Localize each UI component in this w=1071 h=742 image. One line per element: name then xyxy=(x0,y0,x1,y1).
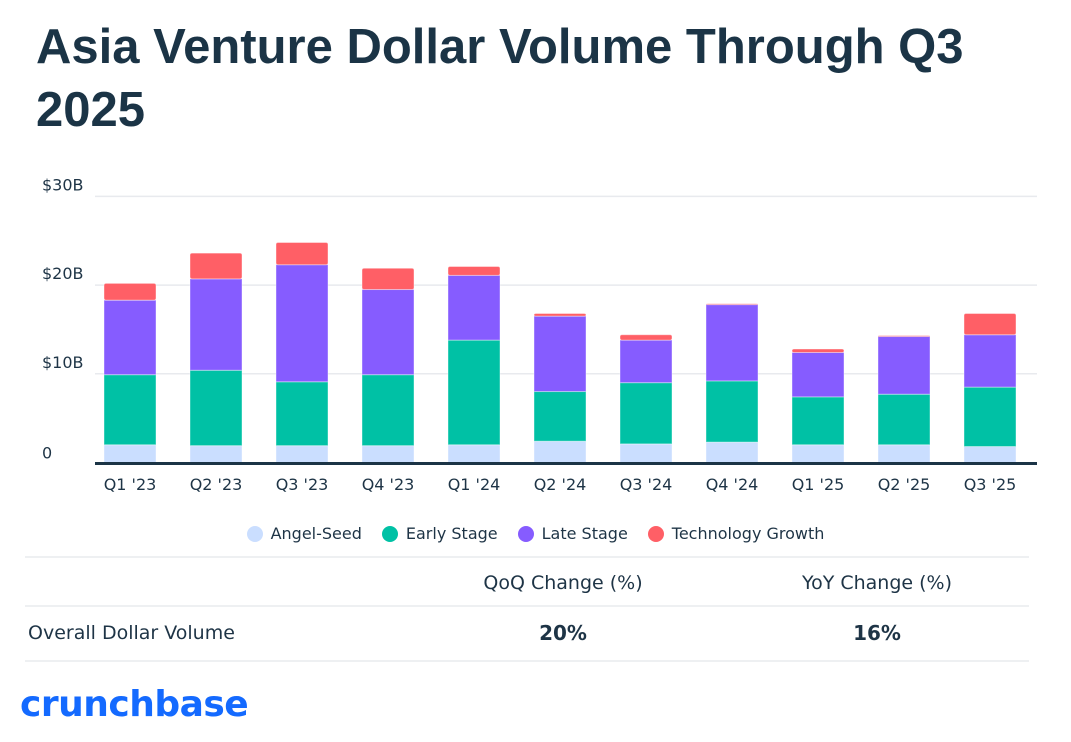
divider xyxy=(25,660,1029,662)
bar-segment-late-stage xyxy=(705,304,759,382)
legend-item: Technology Growth xyxy=(647,524,825,543)
bar-segment-technology-growth xyxy=(189,252,243,280)
bar-segment-early-stage xyxy=(877,393,931,446)
legend-swatch xyxy=(517,525,534,542)
legend-label: Early Stage xyxy=(405,524,498,543)
bar-segment-angel-seed xyxy=(275,445,329,464)
bar-segment-technology-growth xyxy=(791,348,845,354)
bar-segment-early-stage xyxy=(619,382,673,445)
legend-item: Late Stage xyxy=(517,524,628,543)
bar-segment-technology-growth xyxy=(361,267,415,291)
bar-segment-late-stage xyxy=(877,336,931,395)
bar-segment-late-stage xyxy=(963,334,1017,388)
bar-segment-technology-growth xyxy=(275,242,329,266)
legend-item: Angel-Seed xyxy=(246,524,362,543)
bar-segment-late-stage xyxy=(361,289,415,376)
bar-segment-early-stage xyxy=(447,339,501,446)
y-tick-label: $20B xyxy=(42,264,84,283)
bar-segment-angel-seed xyxy=(447,444,501,464)
legend-swatch xyxy=(647,525,664,542)
y-tick-label: 0 xyxy=(42,444,52,463)
bar-segment-angel-seed xyxy=(791,444,845,464)
bar-segment-early-stage xyxy=(791,396,845,446)
bar-segment-technology-growth xyxy=(963,312,1017,336)
legend-label: Technology Growth xyxy=(671,524,825,543)
bar-segment-angel-seed xyxy=(189,445,243,464)
legend-item: Early Stage xyxy=(381,524,498,543)
bar-segment-angel-seed xyxy=(361,445,415,464)
bar-segment-early-stage xyxy=(963,386,1017,448)
x-tick-label: Q4 '24 xyxy=(706,475,759,494)
bar-segment-technology-growth xyxy=(533,312,587,317)
bar-segment-technology-growth xyxy=(877,335,931,338)
x-tick-label: Q3 '25 xyxy=(964,475,1017,494)
yoy-value: 16% xyxy=(853,621,901,645)
bar-segment-early-stage xyxy=(533,391,587,442)
bar-segment-technology-growth xyxy=(619,334,673,341)
legend: Angel-Seed Early Stage Late Stage Technolog… xyxy=(0,524,1071,543)
bar-segment-technology-growth xyxy=(103,282,157,301)
x-tick-label: Q2 '25 xyxy=(878,475,931,494)
bar-segment-angel-seed xyxy=(103,444,157,464)
legend-swatch xyxy=(246,525,263,542)
bar-segment-late-stage xyxy=(447,274,501,341)
stacked-bar-chart: 0 $10B $20B $30B Q1 '23 Q2 '23 Q3 '23 Q4 '23 Q1 … xyxy=(42,175,1037,494)
row-label: Overall Dollar Volume xyxy=(28,622,235,644)
bar-segment-late-stage xyxy=(189,278,243,371)
bar-segment-angel-seed xyxy=(963,446,1017,463)
bar-segment-late-stage xyxy=(275,264,329,383)
divider xyxy=(25,605,1029,607)
bar-segment-angel-seed xyxy=(877,444,931,464)
divider xyxy=(25,556,1029,558)
bar-segment-angel-seed xyxy=(533,440,587,464)
x-tick-label: Q2 '23 xyxy=(190,475,243,494)
y-tick-label: $30B xyxy=(42,175,84,194)
bar-segment-early-stage xyxy=(189,369,243,447)
bar-segment-early-stage xyxy=(275,381,329,447)
y-tick-label: $10B xyxy=(42,353,84,372)
bar-segment-technology-growth xyxy=(705,303,759,306)
x-tick-label: Q1 '23 xyxy=(104,475,157,494)
legend-label: Angel-Seed xyxy=(270,524,362,543)
bar-segment-early-stage xyxy=(705,380,759,443)
chart-title: Asia Venture Dollar Volume Through Q3 20… xyxy=(36,20,964,137)
bar-segment-late-stage xyxy=(619,339,673,384)
x-tick-label: Q2 '24 xyxy=(534,475,587,494)
legend-label: Late Stage xyxy=(541,524,628,543)
bar-segment-angel-seed xyxy=(705,441,759,463)
crunchbase-logo: crunchbase xyxy=(20,684,249,725)
qoq-value: 20% xyxy=(539,621,587,645)
x-tick-label: Q1 '25 xyxy=(792,475,845,494)
bar-segment-early-stage xyxy=(103,374,157,446)
x-tick-label: Q1 '24 xyxy=(448,475,501,494)
x-tick-label: Q3 '23 xyxy=(276,475,329,494)
yoy-header: YoY Change (%) xyxy=(801,572,952,594)
x-tick-label: Q3 '24 xyxy=(620,475,673,494)
bar-segment-technology-growth xyxy=(447,265,501,276)
bar-segment-late-stage xyxy=(103,299,157,376)
qoq-header: QoQ Change (%) xyxy=(483,572,643,594)
bar-segment-late-stage xyxy=(533,315,587,393)
bar-segment-early-stage xyxy=(361,374,415,447)
bar-segment-late-stage xyxy=(791,352,845,398)
x-tick-label: Q4 '23 xyxy=(362,475,415,494)
legend-swatch xyxy=(381,525,398,542)
bar-segment-angel-seed xyxy=(619,443,673,463)
